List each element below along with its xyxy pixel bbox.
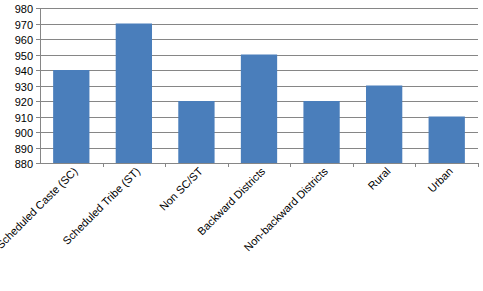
y-tick bbox=[36, 39, 40, 40]
bar bbox=[178, 101, 214, 163]
y-tick bbox=[36, 117, 40, 118]
grid-line bbox=[40, 163, 478, 164]
x-tick-label: Scheduled Tribe (ST) bbox=[60, 165, 142, 247]
y-tick-label: 900 bbox=[15, 127, 33, 139]
y-tick-label: 960 bbox=[15, 34, 33, 46]
bar bbox=[366, 86, 402, 164]
x-tick bbox=[353, 163, 354, 167]
x-axis bbox=[40, 163, 478, 164]
y-tick bbox=[36, 55, 40, 56]
x-tick bbox=[290, 163, 291, 167]
chart-svg: 880 890 900 910 920 930 940 950 960 970 980 Schedul… bbox=[0, 0, 483, 291]
bar bbox=[116, 24, 152, 164]
y-tick bbox=[36, 8, 40, 9]
bar bbox=[241, 55, 277, 164]
y-tick-label: 880 bbox=[15, 158, 33, 170]
y-tick bbox=[36, 70, 40, 71]
y-tick bbox=[36, 24, 40, 25]
x-tick bbox=[228, 163, 229, 167]
x-tick-label: Backward Districts bbox=[195, 165, 268, 238]
x-tick bbox=[103, 163, 104, 167]
grid-line bbox=[40, 8, 478, 9]
x-tick bbox=[478, 163, 479, 167]
x-tick-label: Urban bbox=[425, 165, 455, 195]
y-tick-label: 920 bbox=[15, 96, 33, 108]
y-tick-label: 950 bbox=[15, 50, 33, 62]
y-tick bbox=[36, 148, 40, 149]
y-tick-label: 890 bbox=[15, 143, 33, 155]
chart-container: 880 890 900 910 920 930 940 950 960 970 980 Schedul… bbox=[0, 0, 483, 291]
bar bbox=[53, 70, 89, 163]
x-tick bbox=[165, 163, 166, 167]
y-tick-label: 930 bbox=[15, 81, 33, 93]
x-tick-label: Rural bbox=[365, 165, 392, 192]
grid-line bbox=[40, 24, 478, 25]
bar bbox=[303, 101, 339, 163]
y-tick bbox=[36, 101, 40, 102]
grid-line bbox=[40, 39, 478, 40]
x-tick-label: Non SC/ST bbox=[157, 165, 205, 213]
y-tick bbox=[36, 86, 40, 87]
y-tick-label: 980 bbox=[15, 3, 33, 15]
x-tick-label: Non-backward Districts bbox=[242, 165, 331, 254]
x-tick bbox=[415, 163, 416, 167]
y-tick bbox=[36, 163, 40, 164]
y-tick bbox=[36, 132, 40, 133]
bar bbox=[429, 117, 465, 164]
y-tick-label: 910 bbox=[15, 112, 33, 124]
y-tick-label: 970 bbox=[15, 19, 33, 31]
bars bbox=[53, 24, 465, 164]
y-tick-label: 940 bbox=[15, 65, 33, 77]
y-axis bbox=[40, 8, 41, 163]
